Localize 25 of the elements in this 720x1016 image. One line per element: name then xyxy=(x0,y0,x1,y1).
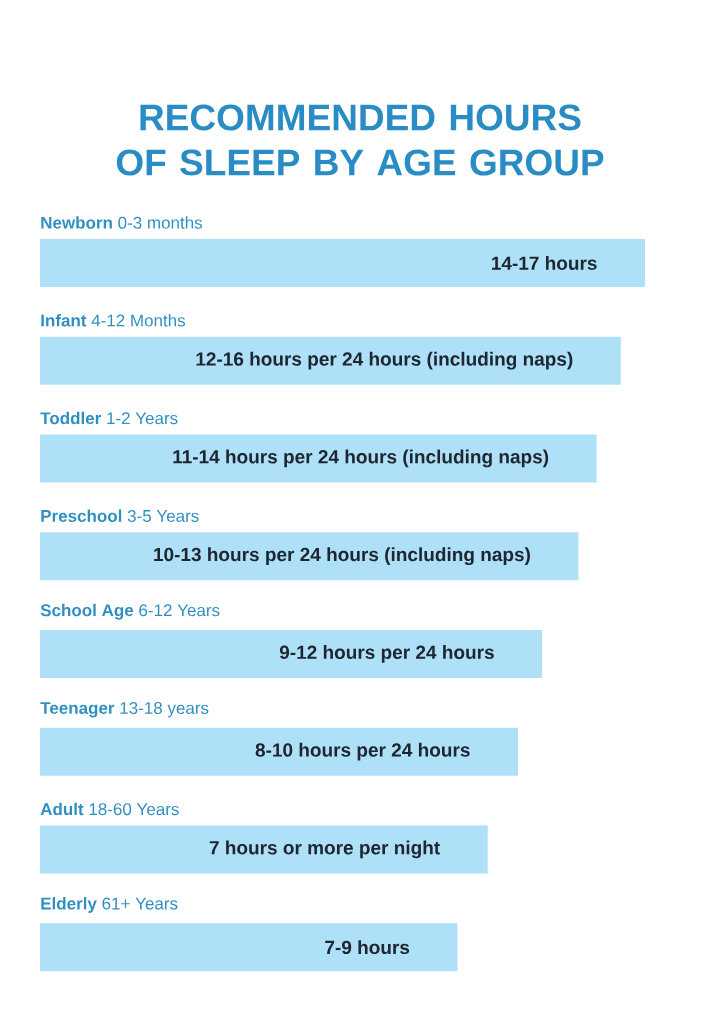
y-tick-label: Toddler 1-2 Years xyxy=(40,411,178,425)
chart-title: RECOMMENDED HOURS OF SLEEP BY AGE GROUP xyxy=(116,104,604,176)
annotation: 7 hours or more per night xyxy=(209,840,440,859)
y-tick-label: Adult 18-60 Years xyxy=(40,802,179,816)
bar xyxy=(40,923,458,972)
y-tick-label: School Age 6-12 Years xyxy=(40,603,220,620)
bar xyxy=(40,336,621,385)
bar xyxy=(40,629,543,678)
annotation: 7-9 hours xyxy=(325,940,410,955)
bar xyxy=(40,825,488,874)
y-tick-label: Elderly 61+ Years xyxy=(41,897,178,913)
bar xyxy=(40,727,518,776)
annotation: 14-17 hours xyxy=(492,255,597,270)
y-tick-label: Teenager 13-18 years xyxy=(40,701,209,718)
bar xyxy=(40,532,579,581)
y-tick-label: Preschool 3-5 Years xyxy=(41,509,199,522)
annotation: 9-12 hours per 24 hours xyxy=(279,645,494,663)
annotation: 11-14 hours per 24 hours (including naps) xyxy=(173,449,549,468)
bar xyxy=(40,238,646,287)
annotation: 8-10 hours per 24 hours xyxy=(255,742,470,761)
annotation: 10-13 hours per 24 hours (including naps) xyxy=(154,547,530,566)
y-tick-label: Newborn 0-3 months xyxy=(41,216,203,229)
bar xyxy=(40,434,597,483)
y-tick-label: Infant 4-12 Months xyxy=(41,314,186,327)
annotation: 12-16 hours per 24 hours (including naps) xyxy=(196,351,573,370)
